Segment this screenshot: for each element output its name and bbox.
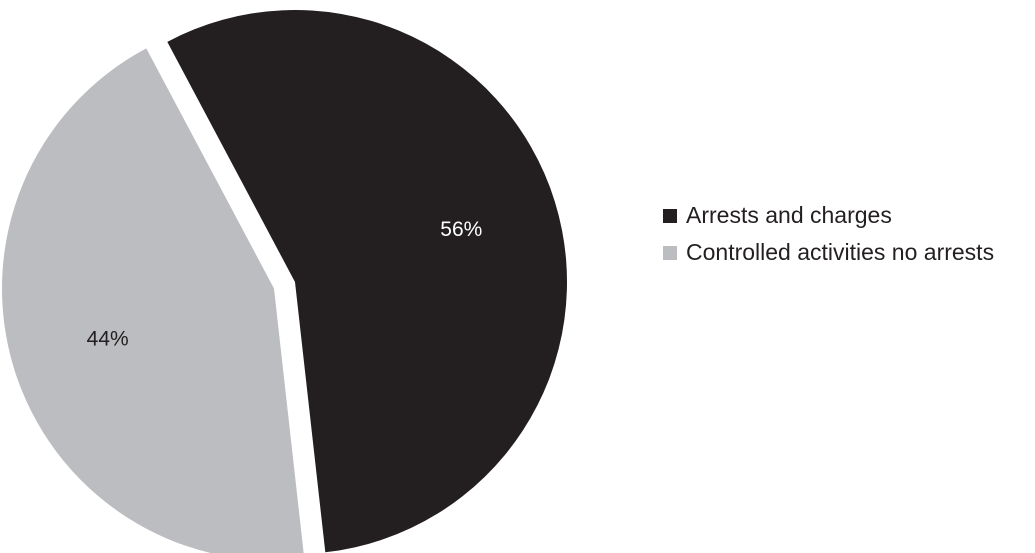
legend-swatch-arrests-and-charges — [663, 209, 677, 223]
data-label-arrests-and-charges: 56% — [440, 218, 482, 241]
legend-label-controlled-activities: Controlled activities no arrests — [686, 239, 994, 266]
legend-label-arrests-and-charges: Arrests and charges — [686, 202, 892, 229]
legend-item-arrests-and-charges: Arrests and charges — [663, 200, 994, 231]
chart-legend: Arrests and charges Controlled activitie… — [663, 200, 994, 274]
data-label-controlled-activities-no-arrests: 44% — [87, 328, 129, 351]
legend-item-controlled-activities: Controlled activities no arrests — [663, 237, 994, 268]
legend-swatch-controlled-activities — [663, 246, 677, 260]
pie-slices — [2, 10, 567, 553]
